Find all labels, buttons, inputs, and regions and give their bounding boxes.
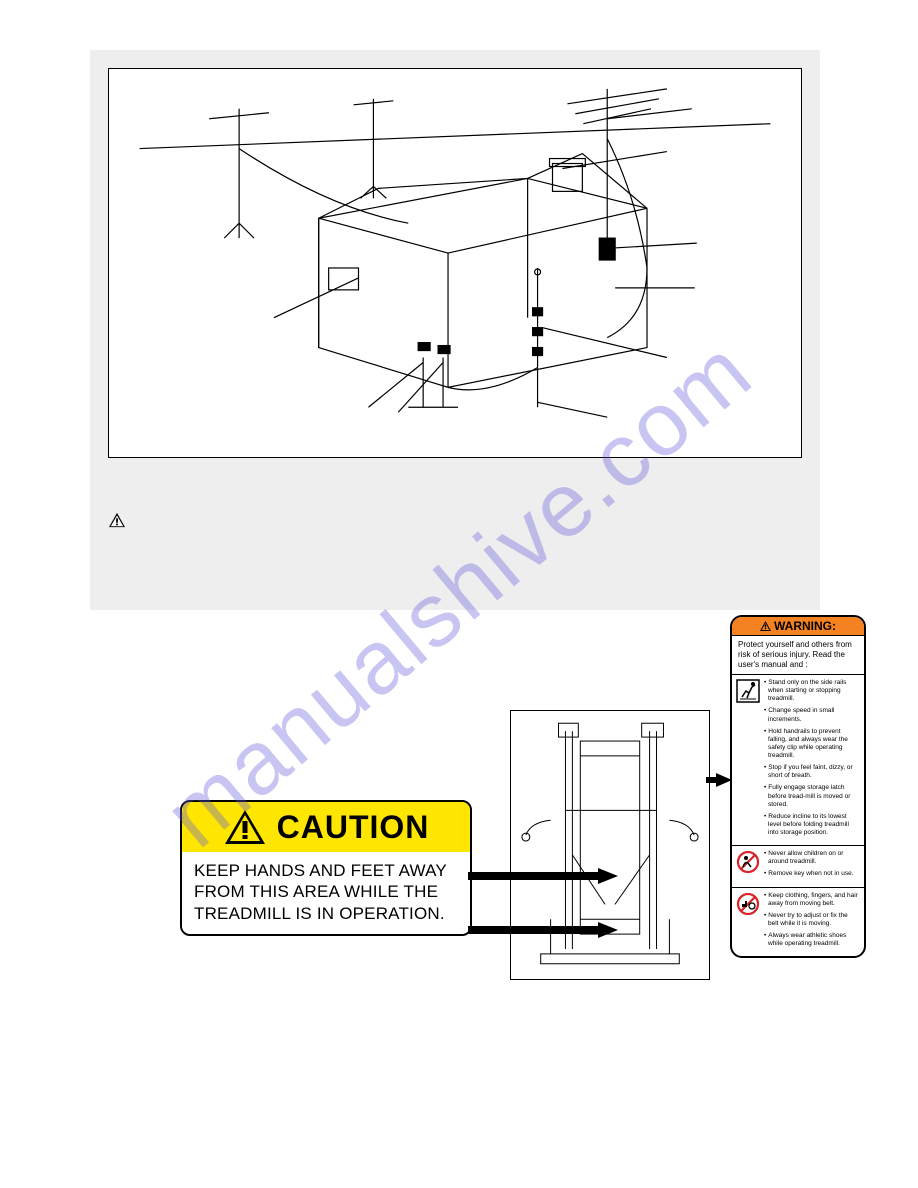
no-children-icon xyxy=(736,850,760,882)
caution-label: CAUTION KEEP HANDS AND FEET AWAY FROM TH… xyxy=(180,800,472,936)
warning-group-2: Never allow children on or around treadm… xyxy=(732,846,864,887)
warning-panel: WARNING: Protect yourself and others fro… xyxy=(730,615,866,958)
warning-title: WARNING: xyxy=(774,619,836,633)
warning-bullet: Stop if you feel faint, dizzy, or short … xyxy=(764,764,860,780)
warning-bullet: Never try to adjust or fix the belt whil… xyxy=(764,912,860,928)
warning-triangle-icon xyxy=(108,512,126,528)
warning-bullet: Reduce incline to its lowest level befor… xyxy=(764,813,860,837)
warning-group-1: Stand only on the side rails when starti… xyxy=(732,675,864,846)
house-diagram xyxy=(109,69,801,457)
caution-arrow-bottom xyxy=(468,922,618,938)
warning-bullet: Keep clothing, fingers, and hair away fr… xyxy=(764,892,860,908)
treadmill-illustration xyxy=(511,711,709,979)
warning-bullet: Hold handrails to prevent falling, and a… xyxy=(764,728,860,761)
warning-intro-text: Protect yourself and others from risk of… xyxy=(732,636,864,675)
hand-belt-icon xyxy=(736,892,760,953)
caution-header: CAUTION xyxy=(182,802,470,852)
caution-body-text: KEEP HANDS AND FEET AWAY FROM THIS AREA … xyxy=(182,852,470,934)
warning-bullet: Never allow children on or around treadm… xyxy=(764,850,860,866)
warning-triangle-icon xyxy=(223,808,267,846)
arrow-to-warning-1 xyxy=(706,773,732,787)
warning-bullet: Change speed in small increments. xyxy=(764,707,860,723)
warning-group-3-bullets: Keep clothing, fingers, and hair away fr… xyxy=(764,892,860,953)
warning-group-1-bullets: Stand only on the side rails when starti… xyxy=(764,679,860,841)
slip-icon xyxy=(736,679,760,841)
treadmill-illustration-frame xyxy=(510,710,710,980)
warning-bullet: Always wear athletic shoes while operati… xyxy=(764,932,860,948)
caution-arrow-top xyxy=(468,868,618,884)
warning-bullet: Remove key when not in use. xyxy=(764,870,860,878)
warning-triangle-icon xyxy=(760,621,771,631)
warning-header: WARNING: xyxy=(732,617,864,636)
warning-bullet: Stand only on the side rails when starti… xyxy=(764,679,860,703)
antenna-diagram-panel xyxy=(90,50,820,610)
warning-bullet: Fully engage storage latch before tread-… xyxy=(764,784,860,808)
caution-title: CAUTION xyxy=(277,809,430,846)
warning-group-3: Keep clothing, fingers, and hair away fr… xyxy=(732,888,864,957)
warning-group-2-bullets: Never allow children on or around treadm… xyxy=(764,850,860,882)
house-diagram-frame xyxy=(108,68,802,458)
